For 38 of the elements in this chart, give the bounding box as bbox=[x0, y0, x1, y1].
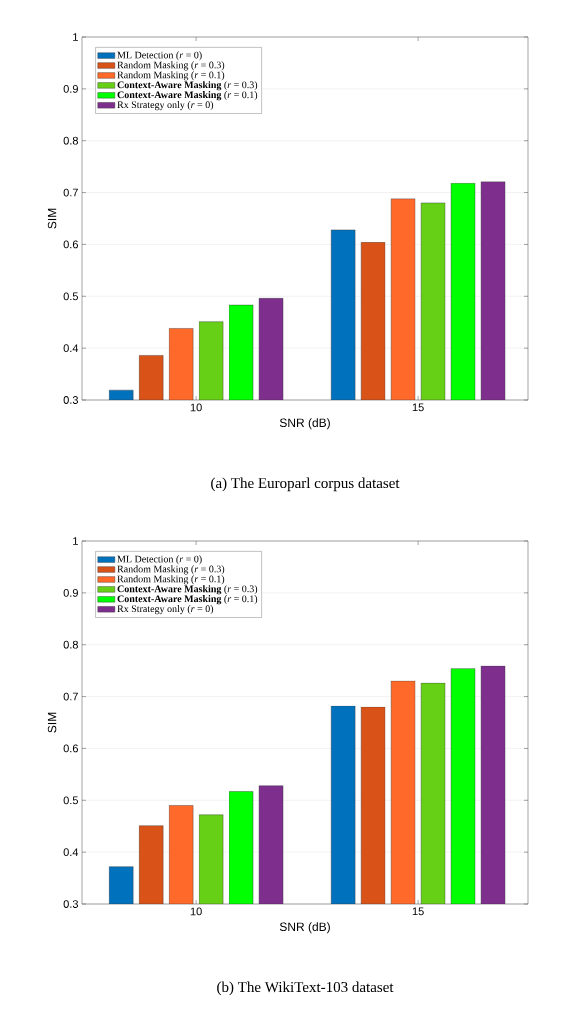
legend-label: Random Masking (r = 0.3) bbox=[117, 61, 225, 71]
y-tick-label: 0.8 bbox=[63, 640, 78, 649]
y-axis-title: SIM bbox=[47, 208, 57, 229]
x-tick-label: 10 bbox=[190, 403, 202, 412]
legend-label: Context-Aware Masking (r = 0.3) bbox=[117, 585, 258, 595]
y-tick-label: 0.8 bbox=[63, 136, 78, 145]
legend-label: Random Masking (r = 0.1) bbox=[117, 71, 225, 81]
y-tick-label: 1 bbox=[73, 33, 78, 41]
legend-label: Context-Aware Masking (r = 0.1) bbox=[117, 91, 258, 101]
text: (b) The WikiText-103 dataset bbox=[217, 981, 394, 996]
legend-label: Rx Strategy only (r = 0) bbox=[117, 101, 214, 111]
y-tick-label: 0.9 bbox=[63, 84, 78, 93]
legend-label: ML Detection (r = 0) bbox=[117, 51, 202, 61]
x-tick-label: 10 bbox=[190, 907, 202, 916]
y-tick-label: 0.3 bbox=[63, 900, 78, 908]
legend-label: Context-Aware Masking (r = 0.3) bbox=[117, 81, 258, 91]
y-tick-label: 1 bbox=[73, 537, 78, 545]
y-tick-label: 0.7 bbox=[63, 188, 78, 197]
y-tick-label: 0.9 bbox=[63, 588, 78, 597]
x-tick-label: 15 bbox=[412, 907, 424, 916]
y-tick-label: 0.4 bbox=[63, 848, 79, 857]
legend-label: ML Detection (r = 0) bbox=[117, 555, 202, 565]
x-axis-title: SNR (dB) bbox=[279, 418, 330, 430]
y-tick-label: 0.5 bbox=[63, 292, 78, 301]
legend-label: Random Masking (r = 0.1) bbox=[117, 575, 225, 585]
y-tick-label: 0.7 bbox=[63, 692, 78, 701]
x-tick-label: 15 bbox=[412, 403, 424, 412]
x-axis-title: SNR (dB) bbox=[279, 922, 330, 934]
legend-label: Context-Aware Masking (r = 0.1) bbox=[117, 595, 258, 605]
y-tick-label: 0.3 bbox=[63, 396, 78, 404]
legend-label: Rx Strategy only (r = 0) bbox=[117, 605, 214, 615]
y-axis-title: SIM bbox=[47, 712, 57, 733]
legend-label: Random Masking (r = 0.3) bbox=[117, 565, 225, 575]
text: (a) The Europarl corpus dataset bbox=[211, 477, 400, 492]
y-tick-label: 0.5 bbox=[63, 796, 78, 805]
y-tick-label: 0.4 bbox=[63, 344, 79, 353]
y-tick-label: 0.6 bbox=[63, 744, 78, 753]
y-tick-label: 0.6 bbox=[63, 240, 78, 249]
